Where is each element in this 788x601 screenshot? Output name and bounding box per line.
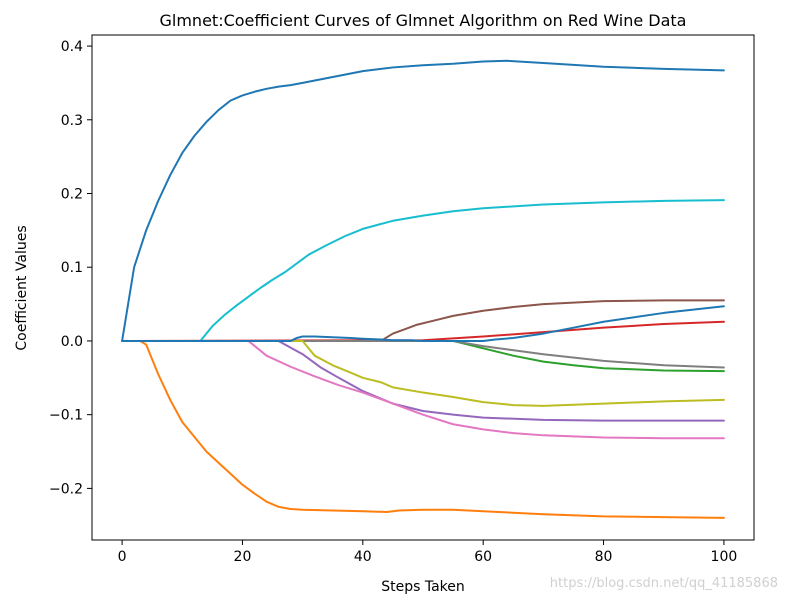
y-tick-label: 0.0 (61, 334, 83, 350)
y-axis-label: Coefficient Values (14, 225, 30, 350)
y-tick-label: 0.2 (61, 187, 83, 203)
series-line-6 (121, 299, 725, 342)
x-tick-label: 60 (474, 549, 492, 565)
x-tick-label: 40 (354, 549, 372, 565)
watermark: https://blog.csdn.net/qq_41185868 (550, 576, 778, 591)
x-tick-label: 0 (118, 549, 127, 565)
x-tick-label: 20 (234, 549, 252, 565)
series-line-10 (121, 199, 725, 342)
series-line-1 (121, 59, 725, 342)
series-line-4 (121, 320, 725, 342)
series-line-2 (121, 339, 725, 519)
x-tick-label: 80 (595, 549, 613, 565)
series-line-9 (121, 339, 725, 407)
y-tick-label: 0.4 (61, 39, 83, 55)
x-axis-label: Steps Taken (381, 579, 465, 595)
y-tick-label: 0.1 (61, 260, 83, 276)
x-axis-ticks: 0 20 40 60 80 100 (118, 540, 738, 565)
series-line-8 (121, 339, 725, 369)
chart-title: Glmnet:Coefficient Curves of Glmnet Algo… (160, 11, 687, 30)
y-tick-label: −0.1 (49, 408, 83, 424)
y-axis-ticks: −0.2 −0.1 0.0 0.1 0.2 0.3 0.4 (49, 39, 92, 497)
y-tick-label: 0.3 (61, 113, 83, 129)
series-line-7 (121, 339, 725, 440)
x-tick-label: 100 (711, 549, 738, 565)
series-line-5 (121, 339, 725, 422)
series-layer (121, 59, 725, 519)
series-line-3 (121, 339, 725, 373)
plot-frame (91, 34, 755, 541)
y-tick-label: −0.2 (49, 481, 83, 497)
series-line-11 (121, 305, 725, 342)
